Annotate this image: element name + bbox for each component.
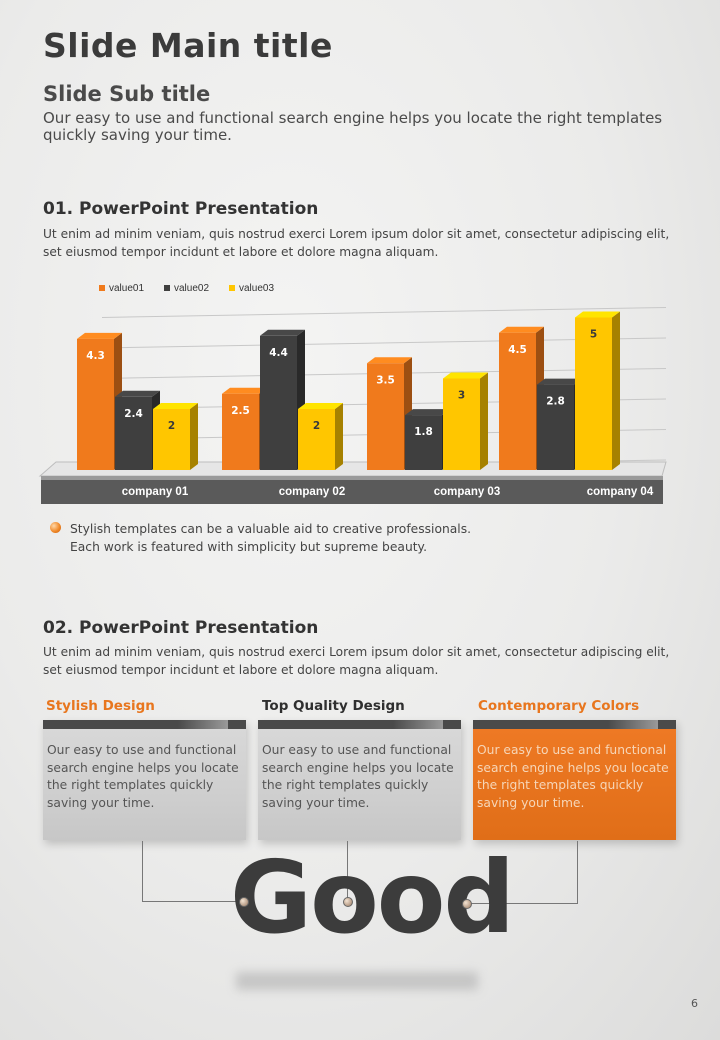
bar-value03-company-03 [443,378,480,470]
slide-sub-title: Slide Sub title [43,82,211,106]
bar-side [335,403,343,470]
chart-caption-line1: Stylish templates can be a valuable aid … [70,522,472,536]
connector-line [466,903,578,904]
legend-label: value03 [239,283,274,294]
bar-top [260,329,305,336]
bar-top [575,311,620,318]
bar-top [115,390,160,397]
bar-value01-company-01 [77,338,114,470]
data-label: 3 [458,390,465,402]
bar-side [480,372,488,470]
card-heading-stylish-design: Stylish Design [46,698,155,714]
data-label: 2.8 [546,396,565,408]
blurred-reflection [236,972,478,990]
bar-value03-company-02 [298,409,335,470]
chart-caption: Stylish templates can be a valuable aid … [70,520,471,556]
legend-swatch [164,285,170,291]
card-top-bar [473,720,676,729]
bar-top [537,378,582,385]
connector-line [142,841,143,902]
data-label: 2.5 [231,405,250,417]
legend-label: value02 [174,283,209,294]
bar-top [405,409,450,416]
bar-top [499,326,544,333]
data-label: 2 [313,420,320,432]
category-label: company 03 [434,486,500,498]
data-label: 3.5 [376,374,395,386]
page-number: 6 [691,997,698,1010]
bar-side [190,403,198,470]
feature-card-contemporary-colors: Our easy to use and functional search en… [473,720,676,840]
bar-top [443,372,488,379]
category-label: company 02 [279,486,345,498]
card-heading-contemporary-colors: Contemporary Colors [478,698,640,714]
data-label: 4.3 [86,350,105,362]
category-label: company 01 [122,486,189,498]
connector-line [347,841,348,902]
slide-main-title: Slide Main title [43,26,333,65]
gridline [101,307,667,318]
data-label: 4.4 [269,347,288,359]
bar-chart: 4.3 2.4 2 company 01 2.5 4.4 2 company 02 3.5 1.8… [38,283,667,504]
bar-top [367,357,412,364]
bar-value03-company-04 [575,317,612,470]
card-body-text: Our easy to use and functional search en… [477,743,669,810]
category-axis-bar [41,476,663,504]
section1-title: 01. PowerPoint Presentation [43,199,319,219]
bar-value02-company-02 [260,335,297,470]
data-label: 4.5 [508,344,527,356]
bar-side [612,311,620,470]
connector-pin [462,899,472,909]
legend-label: value01 [109,283,144,294]
card-heading-top-quality-design: Top Quality Design [262,698,405,714]
bar-top [153,403,198,409]
category-axis-highlight [41,476,663,480]
good-wordmark: Good [230,839,515,956]
data-label: 2.4 [124,408,143,420]
data-label: 5 [590,329,597,341]
card-body-text: Our easy to use and functional search en… [47,743,239,810]
feature-card-top-quality-design: Our easy to use and functional search en… [258,720,461,840]
bar-top [298,403,343,409]
bar-value01-company-03 [367,363,404,470]
gridline [101,337,667,349]
bar-value01-company-04 [499,332,536,470]
chart-caption-line2: Each work is featured with simplicity bu… [70,540,427,554]
section1-description: Ut enim ad minim veniam, quis nostrud ex… [43,227,670,259]
data-label: 2 [168,420,175,432]
connector-pin [343,897,353,907]
connector-pin [239,897,249,907]
bar-value02-company-01 [115,396,152,470]
section2-description: Ut enim ad minim veniam, quis nostrud ex… [43,645,670,677]
connector-line [142,901,243,902]
card-top-bar [258,720,461,729]
bar-value02-company-04 [537,384,574,470]
bar-top [77,332,122,339]
feature-card-stylish-design: Our easy to use and functional search en… [43,720,246,840]
data-label: 1.8 [414,426,433,438]
card-body-text: Our easy to use and functional search en… [262,743,454,810]
bar-value01-company-02 [222,393,259,470]
bullet-icon [50,522,61,533]
card-top-bar [43,720,246,729]
category-label: company 04 [587,486,654,498]
section2-title: 02. PowerPoint Presentation [43,618,319,638]
legend-swatch [229,285,235,291]
bar-value03-company-01 [153,409,190,470]
slide-subtitle-description: Our easy to use and functional search en… [43,109,663,144]
connector-line [577,841,578,904]
bar-top [222,387,267,394]
legend-swatch [99,285,105,291]
bar-value02-company-03 [405,415,442,470]
